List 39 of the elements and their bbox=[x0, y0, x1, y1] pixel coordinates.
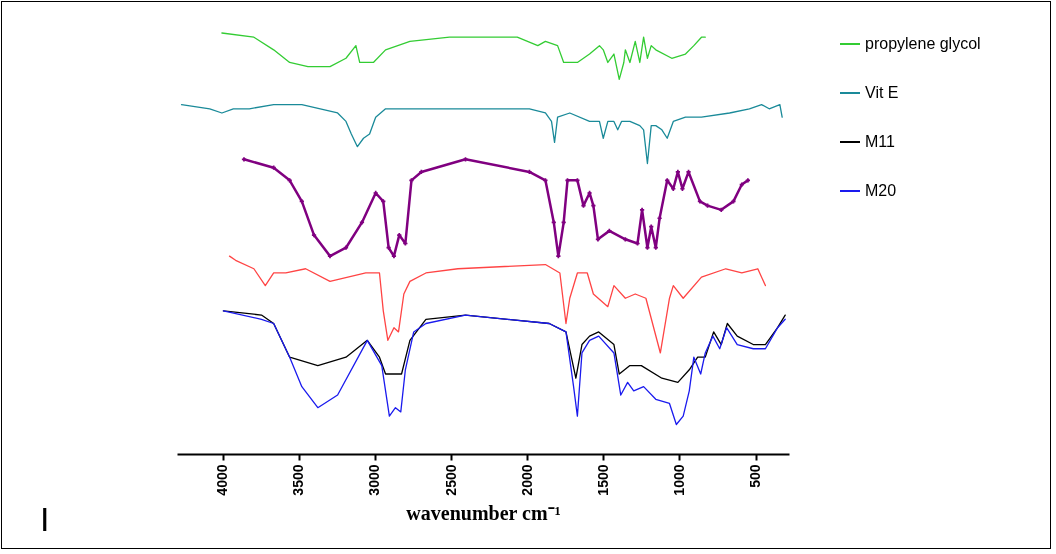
point bbox=[653, 245, 658, 250]
point bbox=[419, 169, 424, 175]
point bbox=[359, 220, 365, 225]
legend-label: M11 bbox=[865, 133, 896, 150]
point bbox=[327, 254, 333, 259]
x-tick-label: 500 bbox=[747, 464, 764, 488]
point bbox=[311, 232, 317, 238]
x-tick-label: 1000 bbox=[670, 464, 687, 496]
point bbox=[381, 199, 386, 204]
point bbox=[463, 157, 468, 162]
x-tick-label: 1500 bbox=[594, 464, 611, 496]
x-tick-label: 2000 bbox=[518, 464, 535, 496]
point bbox=[719, 207, 724, 212]
x-tick-label: 3000 bbox=[366, 464, 383, 496]
x-axis-title: wavenumber cm⁻¹ bbox=[406, 501, 561, 524]
point bbox=[639, 207, 645, 212]
x-tick-label: 4000 bbox=[214, 464, 231, 496]
point bbox=[657, 216, 662, 221]
point bbox=[697, 199, 703, 204]
point bbox=[649, 224, 654, 229]
point bbox=[391, 254, 397, 259]
point bbox=[623, 237, 628, 242]
point bbox=[343, 245, 349, 250]
point bbox=[561, 220, 566, 225]
point bbox=[739, 182, 744, 187]
point bbox=[241, 157, 247, 162]
x-tick-label: 2500 bbox=[442, 464, 459, 496]
legend-label: Vit E bbox=[865, 84, 899, 101]
point bbox=[299, 199, 304, 204]
legend-label: M20 bbox=[865, 182, 897, 199]
point bbox=[551, 220, 556, 225]
point bbox=[527, 169, 532, 175]
legend-label: propylene glycol bbox=[865, 35, 981, 52]
point bbox=[386, 245, 391, 250]
point bbox=[271, 165, 276, 170]
x-tick-label: 3500 bbox=[290, 464, 307, 496]
point bbox=[595, 237, 601, 242]
text: I bbox=[40, 500, 50, 539]
point bbox=[645, 245, 650, 250]
